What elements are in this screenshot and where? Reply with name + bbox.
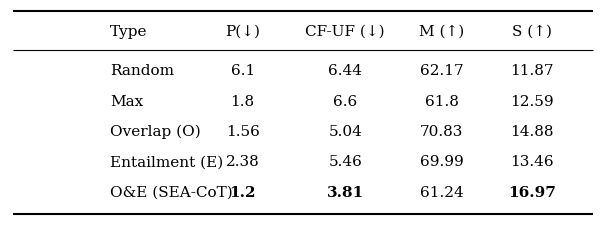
Text: 1.8: 1.8 xyxy=(231,95,255,109)
Text: 11.87: 11.87 xyxy=(510,64,554,78)
Text: 13.46: 13.46 xyxy=(510,155,554,169)
Text: 70.83: 70.83 xyxy=(420,125,464,139)
Text: S (↑): S (↑) xyxy=(512,25,552,39)
Text: P(↓): P(↓) xyxy=(225,25,260,39)
Text: O&E (SEA-CoT): O&E (SEA-CoT) xyxy=(110,186,233,200)
Text: 12.59: 12.59 xyxy=(510,95,554,109)
Text: 5.04: 5.04 xyxy=(328,125,362,139)
Text: 1.56: 1.56 xyxy=(226,125,259,139)
Text: Type: Type xyxy=(110,25,147,39)
Text: 62.17: 62.17 xyxy=(420,64,464,78)
Text: 61.8: 61.8 xyxy=(425,95,459,109)
Text: 3.81: 3.81 xyxy=(327,186,364,200)
Text: M (↑): M (↑) xyxy=(419,25,464,39)
Text: Entailment (E): Entailment (E) xyxy=(110,155,223,169)
Text: Overlap (O): Overlap (O) xyxy=(110,125,201,139)
Text: 2.38: 2.38 xyxy=(226,155,259,169)
Text: 16.97: 16.97 xyxy=(508,186,556,200)
Text: 6.6: 6.6 xyxy=(333,95,358,109)
Text: Random: Random xyxy=(110,64,174,78)
Text: 6.1: 6.1 xyxy=(230,64,255,78)
Text: 1.2: 1.2 xyxy=(230,186,256,200)
Text: CF-UF (↓): CF-UF (↓) xyxy=(305,25,385,39)
Text: 61.24: 61.24 xyxy=(420,186,464,200)
Text: 69.99: 69.99 xyxy=(420,155,464,169)
Text: 6.44: 6.44 xyxy=(328,64,362,78)
Text: 14.88: 14.88 xyxy=(510,125,554,139)
Text: 5.46: 5.46 xyxy=(328,155,362,169)
Text: Max: Max xyxy=(110,95,143,109)
